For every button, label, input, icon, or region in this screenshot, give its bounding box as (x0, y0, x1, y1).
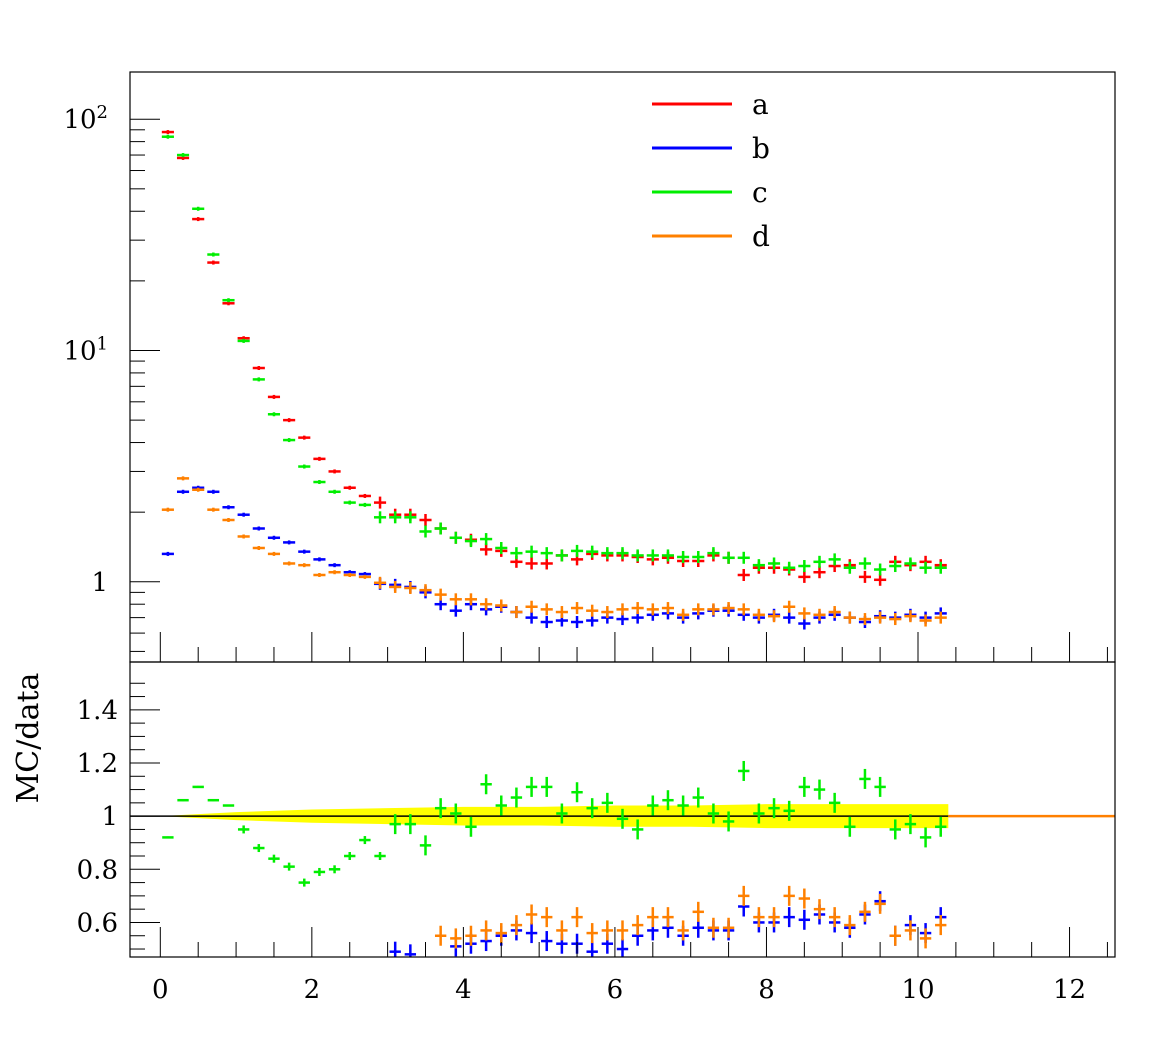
ratio-y-tick-label: 0.6 (77, 908, 118, 938)
y-tick-label: 102 (63, 102, 108, 135)
x-tick-label: 8 (758, 975, 775, 1005)
ratio-y-tick-label: 1.2 (77, 749, 118, 779)
x-tick-label: 12 (1053, 975, 1086, 1005)
ratio-y-tick-label: 1 (101, 802, 118, 832)
legend-label-a: a (752, 88, 769, 121)
ratio-y-axis-label: MC/data (11, 672, 46, 803)
ratio-data-series (162, 760, 947, 957)
ratio-axis-ticks (130, 682, 1108, 957)
y-tick-label: 101 (63, 334, 108, 367)
x-tick-label: 10 (901, 975, 934, 1005)
ratio-plot-frame (129, 661, 1116, 958)
main-axis-ticks (130, 118, 1108, 662)
ratio-series-c (162, 760, 947, 887)
x-tick-label: 2 (304, 975, 321, 1005)
legend-label-c: c (752, 176, 768, 209)
ratio-series-d (434, 885, 947, 949)
main-data-series (161, 130, 947, 630)
ratio-y-tick-label: 1.4 (77, 696, 118, 726)
x-tick-label: 0 (152, 975, 169, 1005)
x-tick-labels: 0 2 4 6 8 10 12 (152, 975, 1086, 1005)
series-d (161, 476, 947, 627)
x-tick-label: 4 (455, 975, 472, 1005)
ratio-y-tick-label: 0.8 (77, 855, 118, 885)
y-tick-label: 1 (91, 568, 108, 598)
legend-label-b: b (752, 132, 770, 165)
x-tick-label: 6 (607, 975, 624, 1005)
ratio-y-tick-labels: 0.6 0.8 1 1.2 1.4 (77, 696, 118, 939)
series-c (161, 134, 947, 576)
main-y-tick-labels: 102 101 1 (63, 102, 108, 598)
legend-label-d: d (752, 220, 770, 253)
main-plot-panel: 102 101 1 (63, 71, 1116, 663)
ratio-plot-panel: 0.6 0.8 1 1.2 1.4 MC/data (11, 661, 1116, 958)
